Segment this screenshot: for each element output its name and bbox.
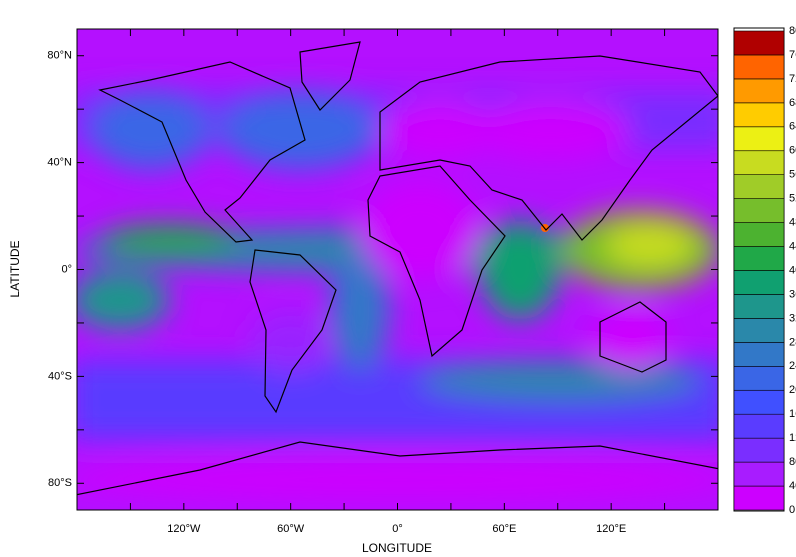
colorbar-box (733, 389, 785, 415)
y-tick-label: 80°S (48, 477, 72, 489)
colorbar-label: 6400 (789, 121, 796, 133)
colorbar-box (733, 126, 785, 152)
colorbar-box (733, 365, 785, 391)
x-tick-label: 120°W (167, 523, 201, 535)
colorbar-label: 2800 (789, 336, 796, 348)
coastlines (77, 41, 718, 496)
colorbar-label: 1600 (789, 408, 796, 420)
colorbar-label: 0 (789, 504, 795, 516)
precip-field (77, 29, 718, 510)
colorbar-box (733, 485, 785, 511)
colorbar-label: 3200 (789, 312, 796, 324)
colorbar-label: 4800 (789, 217, 796, 229)
y-tick-label: 40°N (47, 157, 72, 169)
colorbar-box (733, 246, 785, 271)
colorbar-label: 4400 (789, 240, 796, 252)
colorbar-box (733, 78, 785, 104)
colorbar-label: 1200 (789, 432, 796, 444)
colorbar-box (733, 54, 785, 80)
colorbar-label: 800 (789, 456, 796, 468)
colorbar-label: 3600 (789, 288, 796, 300)
colorbar-label: 6000 (789, 145, 796, 157)
x-tick-label: 60°W (277, 523, 305, 535)
colorbar-box (733, 461, 785, 487)
colorbar-box (733, 174, 785, 199)
colorbar-label: 400 (789, 480, 796, 492)
colorbar-label: 7200 (789, 73, 796, 85)
x-tick-label: 120°E (596, 523, 626, 535)
colorbar-label: 6800 (789, 97, 796, 109)
y-tick-label: 0° (61, 263, 72, 275)
colorbar-box (733, 102, 785, 128)
colorbar-label: 2000 (789, 384, 796, 396)
colorbar-box (733, 318, 785, 343)
colorbar-label: 5200 (789, 193, 796, 205)
colorbar-label: 7600 (789, 49, 796, 61)
x-tick-label: 0° (392, 523, 403, 535)
colorbar-box (733, 294, 785, 319)
y-tick-label: 40°S (48, 370, 72, 382)
colorbar-label: 2400 (789, 360, 796, 372)
y-tick-label: 80°N (47, 50, 72, 62)
colorbar-box (733, 222, 785, 247)
colorbar-box (733, 198, 785, 223)
colorbar-box (733, 150, 785, 176)
x-tick-label: 60°E (492, 523, 516, 535)
colorbar-label: 4000 (789, 264, 796, 276)
colorbar-label: 5600 (789, 169, 796, 181)
colorbar-box (733, 342, 785, 367)
colorbar-box (733, 437, 785, 463)
colorbar-box (733, 270, 785, 295)
colorbar-box (733, 30, 785, 56)
colorbar-label: 8000 (789, 25, 796, 37)
x-axis-title: LONGITUDE (362, 541, 432, 555)
colorbar-box (733, 413, 785, 439)
y-axis-title: LATITUDE (8, 240, 22, 297)
